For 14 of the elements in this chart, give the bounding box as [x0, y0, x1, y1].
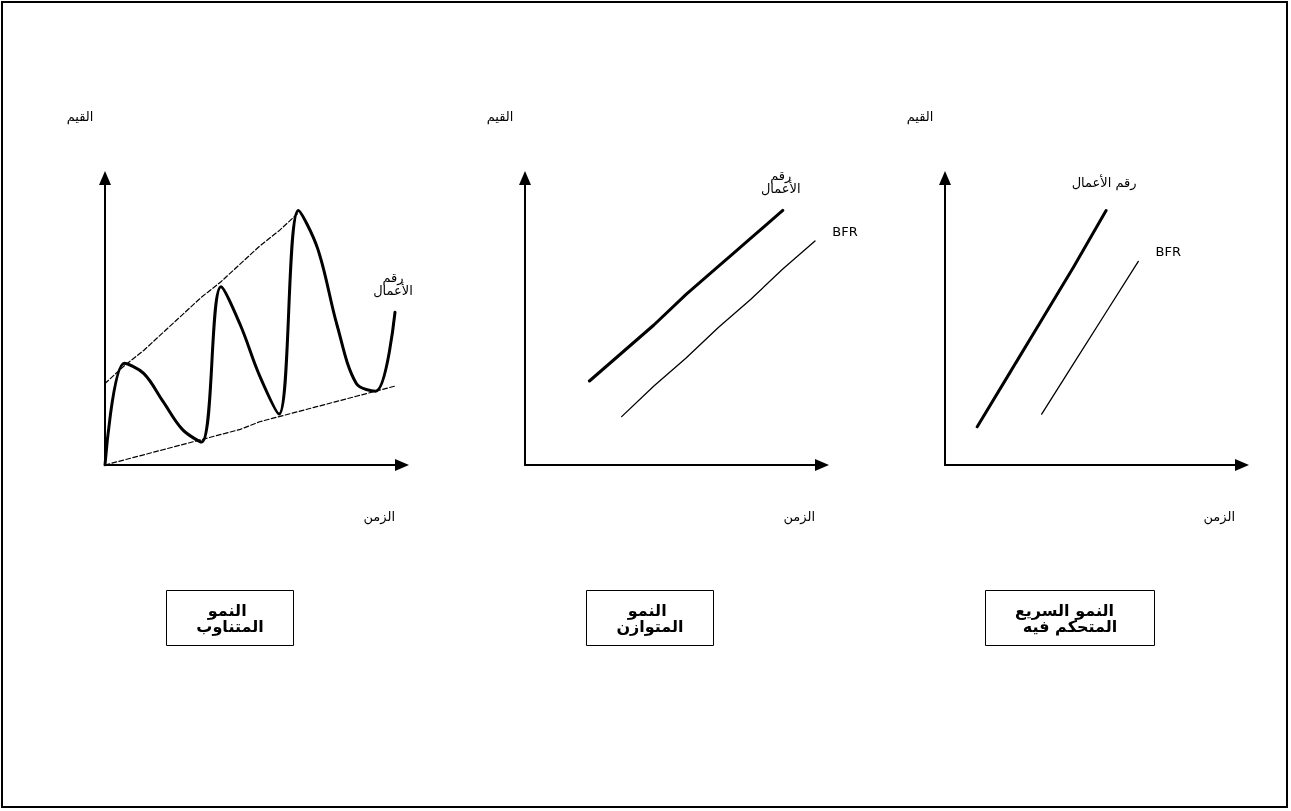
text: النمو المتناوب: [196, 600, 264, 636]
series-label: رقم الأعمال: [373, 270, 413, 299]
text: النمو السريع المتحكم فيه: [1014, 600, 1126, 636]
text: رقم الأعمال: [1071, 173, 1137, 191]
y-axis-title: القيم: [906, 109, 934, 125]
x-axis-title: الزمن: [783, 509, 815, 525]
series-label: BFR: [1155, 243, 1182, 259]
text: النمو المتوازن: [616, 600, 684, 636]
series-label: رقم الأعمال: [760, 168, 801, 197]
y-axis-title: القيم: [486, 109, 514, 125]
y-axis-title: القيم: [66, 109, 94, 125]
series-label: BFR: [832, 223, 858, 239]
x-axis-title: الزمن: [1203, 509, 1235, 525]
x-axis-title: الزمن: [363, 509, 395, 525]
